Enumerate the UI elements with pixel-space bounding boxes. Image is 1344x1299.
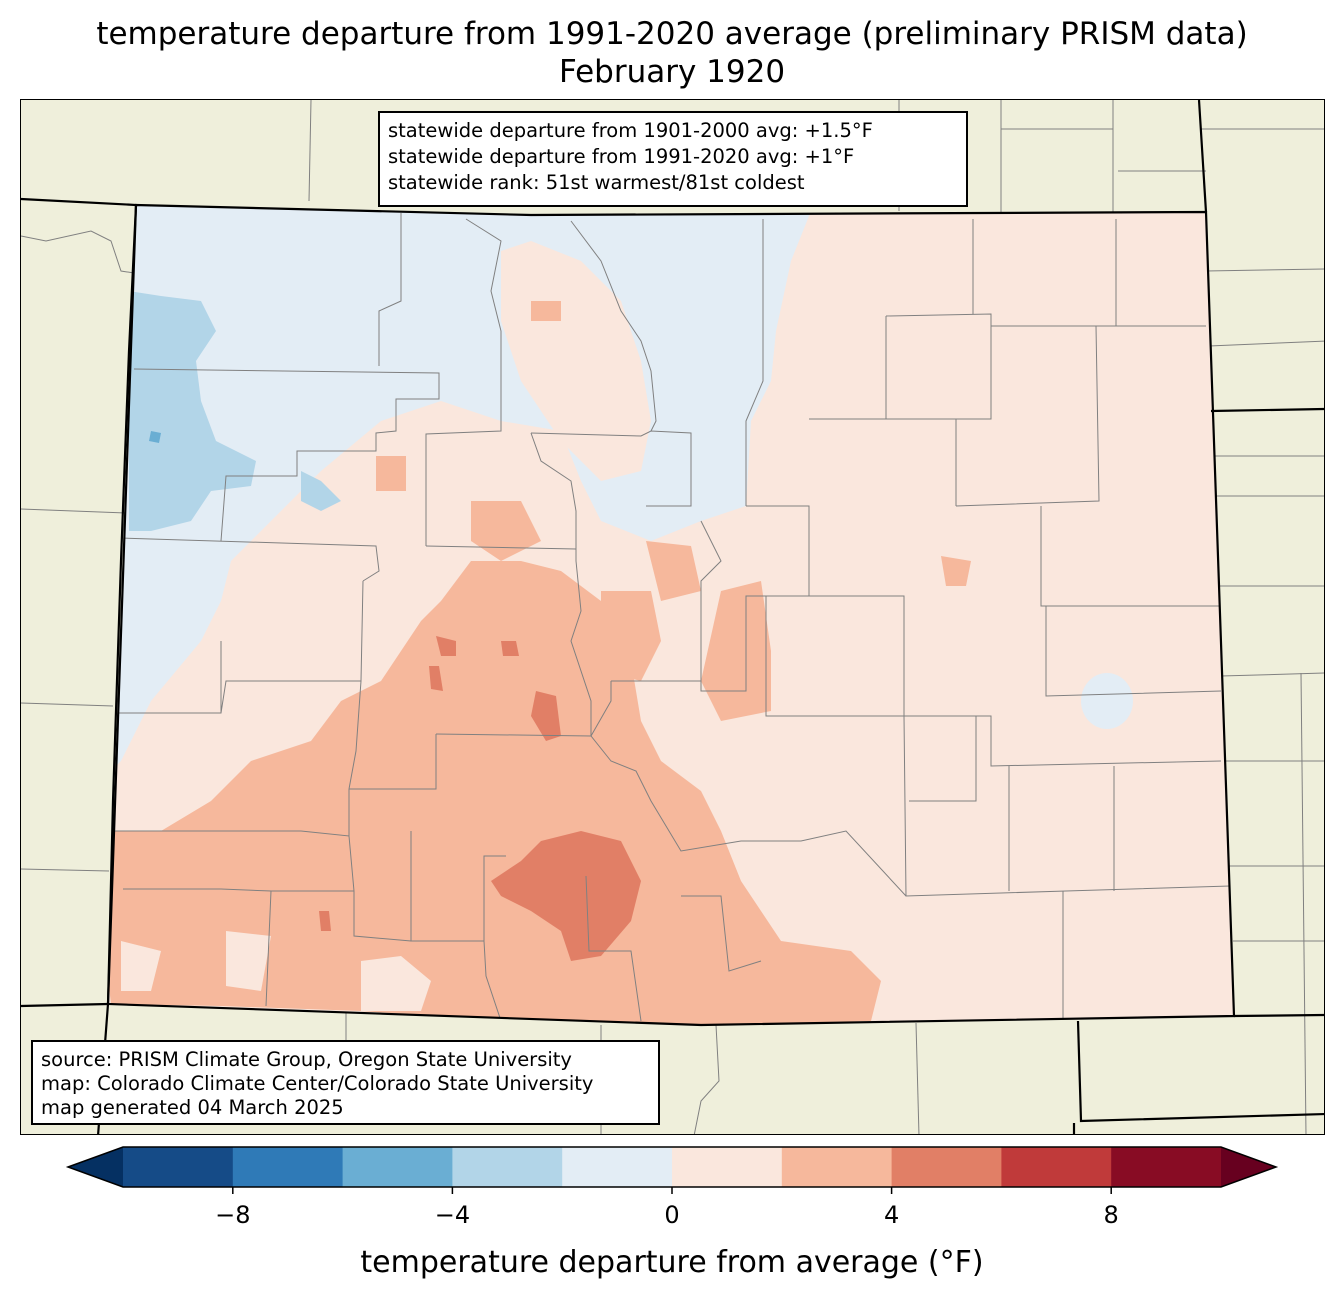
colorbar-tick-label: −8 (215, 1201, 250, 1229)
map-subtitle: February 1920 (558, 54, 786, 90)
source-line-map: map: Colorado Climate Center/Colorado St… (41, 1072, 594, 1095)
colorbar-label: temperature departure from average (°F) (360, 1245, 983, 1280)
stats-line-1991-2020: statewide departure from 1991-2020 avg: … (388, 145, 855, 168)
map-frame (20, 99, 1325, 1135)
colorbar-bin (1111, 1147, 1222, 1187)
colorbar-bins (123, 1147, 1222, 1187)
colorbar-under-arrow (68, 1147, 123, 1187)
source-box: source: PRISM Climate Group, Oregon Stat… (31, 1040, 660, 1125)
colorbar-bin (562, 1147, 673, 1187)
colorbar-bin (232, 1147, 344, 1187)
colorbar-bin (452, 1147, 563, 1187)
state-borders (21, 100, 1324, 1134)
map-title: temperature departure from 1991-2020 ave… (96, 16, 1248, 52)
colorbar-bin (1001, 1147, 1112, 1187)
colorbar-tick-label: 0 (664, 1201, 679, 1229)
colorbar-outline (65, 1146, 1279, 1188)
colorbar-tick-label: −4 (435, 1201, 470, 1229)
colorbar: −8 −4 0 4 8 temperature departure from avera… (65, 1146, 1279, 1280)
colorbar-bin (781, 1147, 893, 1187)
source-line-generated: map generated 04 March 2025 (41, 1096, 344, 1119)
colorbar-bin (672, 1147, 783, 1187)
colorbar-bin (123, 1147, 234, 1187)
temperature-map (21, 100, 1324, 1134)
colorbar-ticks: −8 −4 0 4 8 (215, 1187, 1119, 1229)
colorbar-bin (891, 1147, 1002, 1187)
stats-line-1901-2000: statewide departure from 1901-2000 avg: … (388, 119, 873, 142)
source-line-prism: source: PRISM Climate Group, Oregon Stat… (41, 1048, 572, 1071)
county-lines (113, 213, 1232, 1022)
stats-line-rank: statewide rank: 51st warmest/81st coldes… (388, 171, 805, 194)
statewide-stats-box: statewide departure from 1901-2000 avg: … (378, 111, 968, 207)
colorbar-over-arrow (1221, 1147, 1276, 1187)
colorbar-bin (342, 1147, 453, 1187)
colorbar-tick-label: 8 (1104, 1201, 1119, 1229)
colorbar-tick-label: 4 (884, 1201, 899, 1229)
